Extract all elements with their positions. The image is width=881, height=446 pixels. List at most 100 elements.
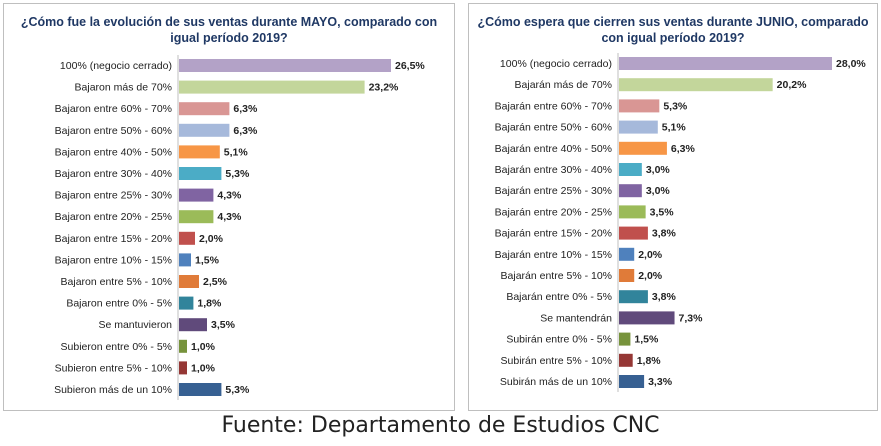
value-label: 1,0% xyxy=(191,362,216,374)
bar xyxy=(179,167,222,180)
value-label: 20,2% xyxy=(777,79,807,91)
value-label: 2,0% xyxy=(199,233,224,245)
bar xyxy=(179,123,230,137)
value-label: 4,3% xyxy=(217,211,242,223)
category-label: Bajaron entre 5% - 10% xyxy=(61,276,172,288)
bar xyxy=(619,205,646,219)
value-label: 3,8% xyxy=(652,291,677,303)
bar xyxy=(179,253,191,267)
value-label: 3,3% xyxy=(648,376,673,388)
bar xyxy=(619,226,648,240)
category-label: Bajarán más de 70% xyxy=(515,79,612,91)
category-label: Bajarán entre 5% - 10% xyxy=(501,270,612,282)
bar xyxy=(619,141,667,155)
bar xyxy=(619,269,635,282)
category-label: 100% (negocio cerrado) xyxy=(500,58,612,70)
bar xyxy=(619,290,648,304)
category-label: Bajaron entre 20% - 25% xyxy=(55,211,172,223)
bar xyxy=(619,78,773,92)
bar xyxy=(179,188,214,202)
category-label: Bajarán entre 40% - 50% xyxy=(495,143,612,155)
value-label: 2,5% xyxy=(203,276,228,288)
category-label: 100% (negocio cerrado) xyxy=(60,60,172,72)
bar xyxy=(179,210,214,224)
chart-panel-june: ¿Cómo espera que cierren sus ventas dura… xyxy=(468,3,878,411)
category-label: Subirán entre 0% - 5% xyxy=(506,334,612,346)
value-label: 5,3% xyxy=(225,384,250,396)
value-label: 2,0% xyxy=(638,270,663,282)
value-label: 7,3% xyxy=(679,312,704,324)
value-label: 1,5% xyxy=(634,334,659,346)
category-label: Bajarán entre 15% - 20% xyxy=(495,228,612,240)
bar xyxy=(619,353,633,367)
category-label: Bajarán entre 25% - 30% xyxy=(495,185,612,197)
category-label: Subieron más de un 10% xyxy=(54,384,172,396)
value-label: 28,0% xyxy=(836,58,866,70)
category-label: Subieron entre 0% - 5% xyxy=(61,341,172,353)
value-label: 6,3% xyxy=(233,125,258,137)
category-label: Bajarán entre 20% - 25% xyxy=(495,206,612,218)
chart-title-may: ¿Cómo fue la evolución de sus ventas dur… xyxy=(20,15,438,45)
category-label: Bajaron entre 15% - 20% xyxy=(55,233,172,245)
value-label: 3,5% xyxy=(650,206,675,218)
value-label: 3,5% xyxy=(211,319,236,331)
category-label: Bajarán entre 60% - 70% xyxy=(495,100,612,112)
category-label: Bajaron entre 0% - 5% xyxy=(66,298,172,310)
value-label: 1,5% xyxy=(195,254,220,266)
value-label: 6,3% xyxy=(233,103,258,115)
bar xyxy=(619,120,658,134)
value-label: 4,3% xyxy=(217,190,242,202)
value-label: 23,2% xyxy=(369,82,399,94)
value-label: 2,0% xyxy=(638,249,663,261)
source-caption: Fuente: Departamento de Estudios CNC xyxy=(221,413,660,438)
bar-chart-june: 100% (negocio cerrado) 28,0% Bajarán más d… xyxy=(495,53,866,392)
bar xyxy=(179,361,187,375)
value-label: 5,1% xyxy=(224,146,249,158)
bar xyxy=(179,318,207,332)
bar xyxy=(619,57,832,70)
category-label: Bajarán entre 10% - 15% xyxy=(495,249,612,261)
value-label: 1,0% xyxy=(191,341,216,353)
bar xyxy=(179,296,194,310)
category-label: Bajaron entre 25% - 30% xyxy=(55,190,172,202)
category-label: Bajaron entre 50% - 60% xyxy=(55,125,172,137)
value-label: 3,0% xyxy=(646,185,671,197)
value-label: 6,3% xyxy=(671,143,696,155)
bar xyxy=(619,311,675,325)
category-label: Bajarán entre 0% - 5% xyxy=(506,291,612,303)
category-label: Subieron entre 5% - 10% xyxy=(55,362,172,374)
bar-chart-may: 100% (negocio cerrado) 26,5% Bajaron más d… xyxy=(54,55,425,400)
bar xyxy=(179,102,230,116)
category-label: Bajarán entre 30% - 40% xyxy=(495,164,612,176)
category-label: Bajaron entre 30% - 40% xyxy=(55,168,172,180)
category-label: Bajaron entre 10% - 15% xyxy=(55,254,172,266)
value-label: 5,3% xyxy=(663,100,688,112)
value-label: 5,3% xyxy=(225,168,250,180)
bar xyxy=(619,247,635,261)
value-label: 5,1% xyxy=(662,122,687,134)
bar xyxy=(179,231,195,245)
value-label: 3,0% xyxy=(646,164,671,176)
category-label: Subirán entre 5% - 10% xyxy=(501,355,612,367)
value-label: 26,5% xyxy=(395,60,425,72)
bar xyxy=(619,332,631,346)
bar xyxy=(179,80,365,94)
bar xyxy=(619,163,642,176)
chart-title-june: ¿Cómo espera que cierren sus ventas dura… xyxy=(477,15,869,45)
bar xyxy=(179,275,199,288)
value-label: 1,8% xyxy=(637,355,662,367)
bar xyxy=(179,383,222,396)
category-label: Bajaron más de 70% xyxy=(75,82,172,94)
category-label: Bajaron entre 40% - 50% xyxy=(55,146,172,158)
category-label: Bajarán entre 50% - 60% xyxy=(495,122,612,134)
category-label: Subirán más de un 10% xyxy=(500,376,612,388)
category-label: Se mantendrán xyxy=(540,312,612,324)
bar xyxy=(179,145,220,159)
bar xyxy=(619,184,642,198)
value-label: 3,8% xyxy=(652,228,677,240)
value-label: 1,8% xyxy=(197,298,222,310)
bar xyxy=(619,99,660,113)
bar xyxy=(619,375,645,388)
category-label: Bajaron entre 60% - 70% xyxy=(55,103,172,115)
bar xyxy=(179,59,391,72)
